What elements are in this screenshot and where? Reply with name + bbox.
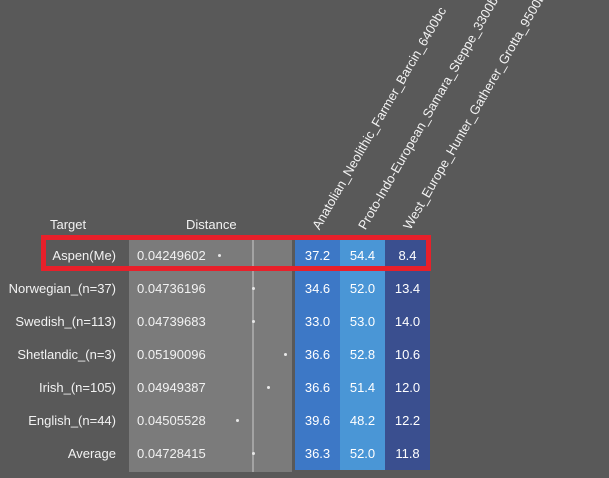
distance-divider [252,239,254,472]
value-cell: 54.4 [340,239,385,272]
distance-panel [129,239,292,472]
value-cell: 36.6 [295,371,340,404]
value-cell: 48.2 [340,404,385,437]
distance-header: Distance [186,217,237,232]
value-cell: 37.2 [295,239,340,272]
value-cell: 10.6 [385,338,430,371]
value-cell: 52.8 [340,338,385,371]
value-cell: 52.0 [340,437,385,470]
target-name: Average [67,446,116,461]
value-cell: 36.6 [295,338,340,371]
target-name: Aspen(Me) [52,248,116,263]
value-cell: 12.2 [385,404,430,437]
value-cell: 13.4 [385,272,430,305]
distance-dot [284,353,287,356]
value-cell: 39.6 [295,404,340,437]
target-name: English_(n=44) [28,413,116,428]
target-name: Irish_(n=105) [39,380,116,395]
table-row: Aspen(Me) 0.04249602 37.2 54.4 8.4 [0,239,609,272]
target-header: Target [50,217,87,232]
distance-dot [267,386,271,389]
target-name: Swedish_(n=113) [15,314,116,329]
distance-dot [252,287,256,290]
target-name: Norwegian_(n=37) [8,281,116,296]
table-row: English_(n=44) 0.04505528 39.6 48.2 12.2 [0,404,609,437]
value-cell: 11.8 [385,437,430,470]
distance-dot [251,452,255,455]
distance-value: 0.04949387 [137,380,206,395]
distance-dot [252,320,256,323]
distance-value: 0.04505528 [137,413,206,428]
distance-value: 0.04728415 [137,446,206,461]
table-row: Average 0.04728415 36.3 52.0 11.8 [0,437,609,470]
value-cell: 33.0 [295,305,340,338]
target-name: Shetlandic_(n=3) [17,347,116,362]
distance-value: 0.04736196 [137,281,206,296]
value-cell: 8.4 [385,239,430,272]
table-row: Shetlandic_(n=3) 0.05190096 36.6 52.8 10.6 [0,338,609,371]
value-cell: 14.0 [385,305,430,338]
value-cell: 12.0 [385,371,430,404]
value-cell: 34.6 [295,272,340,305]
distance-dot [218,254,221,257]
distance-value: 0.04739683 [137,314,206,329]
table-row: Swedish_(n=113) 0.04739683 33.0 53.0 14.0 [0,305,609,338]
value-cell: 53.0 [340,305,385,338]
distance-dot [235,419,239,422]
table-row: Norwegian_(n=37) 0.04736196 34.6 52.0 13.4 [0,272,609,305]
table-row: Irish_(n=105) 0.04949387 36.6 51.4 12.0 [0,371,609,404]
value-cell: 51.4 [340,371,385,404]
value-cell: 52.0 [340,272,385,305]
value-cell: 36.3 [295,437,340,470]
distance-value: 0.05190096 [137,347,206,362]
distance-value: 0.04249602 [137,248,206,263]
